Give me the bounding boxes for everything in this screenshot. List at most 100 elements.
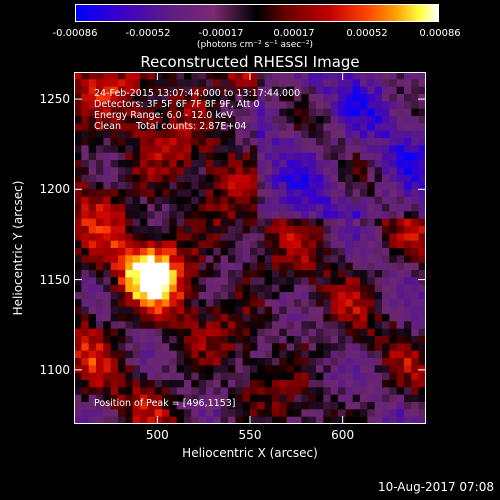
heatmap-cell: [81, 292, 90, 300]
heatmap-cell: [286, 94, 295, 102]
heatmap-cell: [235, 343, 244, 352]
heatmap-cell: [228, 292, 236, 300]
heatmap-cell: [316, 270, 324, 278]
heatmap-cell: [257, 292, 266, 300]
heatmap-cell: [272, 130, 280, 139]
heatmap-cell: [389, 358, 398, 366]
heatmap-cell: [389, 86, 398, 95]
heatmap-cell: [389, 262, 398, 271]
heatmap-cell: [404, 284, 412, 293]
heatmap-cell: [257, 226, 266, 234]
heatmap-cell: [132, 372, 141, 381]
heatmap-cell: [228, 255, 236, 264]
heatmap-cell: [125, 248, 134, 256]
heatmap-cell: [118, 160, 126, 168]
heatmap-cell: [396, 130, 405, 139]
heatmap-cell: [132, 321, 141, 330]
heatmap-cell: [169, 255, 178, 264]
heatmap-cell: [345, 328, 354, 337]
heatmap-cell: [301, 130, 310, 139]
heatmap-cell: [316, 255, 324, 264]
heatmap-cell: [125, 160, 134, 168]
heatmap-cell: [198, 284, 207, 293]
heatmap-cell: [140, 79, 148, 88]
heatmap-cell: [154, 226, 163, 234]
heatmap-cell: [374, 130, 383, 139]
heatmap-cell: [308, 306, 317, 315]
heatmap-cell: [301, 94, 310, 102]
heatmap-cell: [118, 255, 126, 264]
heatmap-cell: [374, 277, 383, 286]
heatmap-cell: [264, 365, 273, 374]
heatmap-cell: [147, 262, 156, 271]
heatmap-cell: [96, 152, 104, 161]
heatmap-cell: [184, 233, 192, 242]
x-tick-label: 550: [238, 428, 262, 442]
heatmap-cell: [272, 321, 280, 330]
heatmap-cell: [81, 248, 90, 256]
heatmap-cell: [184, 226, 192, 234]
heatmap-cell: [220, 284, 229, 293]
heatmap-cell: [352, 145, 361, 154]
heatmap-cell: [352, 130, 361, 139]
heatmap-cell: [286, 328, 295, 337]
heatmap-cell: [264, 358, 273, 366]
heatmap-cell: [257, 233, 266, 242]
heatmap-cell: [103, 72, 112, 80]
heatmap-cell: [374, 182, 383, 190]
heatmap-cell: [103, 116, 112, 124]
heatmap-cell: [162, 138, 170, 146]
heatmap-cell: [352, 72, 361, 80]
heatmap-cell: [147, 218, 156, 227]
heatmap-cell: [220, 402, 229, 410]
heatmap-cell: [250, 314, 258, 322]
heatmap-cell: [374, 262, 383, 271]
heatmap-cell: [367, 116, 376, 124]
heatmap-cell: [242, 101, 251, 110]
heatmap-cell: [404, 240, 412, 249]
heatmap-cell: [323, 336, 332, 344]
heatmap-cell: [396, 343, 405, 352]
heatmap-cell: [140, 306, 148, 315]
heatmap-cell: [264, 372, 273, 381]
heatmap-cell: [352, 101, 361, 110]
heatmap-cell: [191, 402, 200, 410]
heatmap-cell: [396, 196, 405, 205]
heatmap-cell: [162, 336, 170, 344]
heatmap-cell: [132, 204, 141, 212]
heatmap-cell: [308, 277, 317, 286]
heatmap-cell: [345, 277, 354, 286]
heatmap-cell: [411, 86, 420, 95]
heatmap-cell: [264, 160, 273, 168]
heatmap-cell: [367, 336, 376, 344]
heatmap-cell: [81, 145, 90, 154]
heatmap-cell: [316, 79, 324, 88]
heatmap-cell: [118, 86, 126, 95]
heatmap-cell: [169, 262, 178, 271]
heatmap-cell: [169, 284, 178, 293]
heatmap-cell: [418, 277, 426, 286]
heatmap-cell: [220, 262, 229, 271]
heatmap-cell: [228, 108, 236, 117]
heatmap-cell: [88, 292, 97, 300]
heatmap-cell: [206, 372, 214, 381]
heatmap-cell: [118, 248, 126, 256]
heatmap-cell: [147, 402, 156, 410]
heatmap-cell: [360, 174, 368, 183]
heatmap-cell: [250, 152, 258, 161]
heatmap-cell: [118, 299, 126, 308]
heatmap-cell: [74, 138, 82, 146]
heatmap-cell: [169, 240, 178, 249]
heatmap-cell: [118, 189, 126, 198]
heatmap-cell: [257, 218, 266, 227]
heatmap-cell: [338, 416, 346, 424]
heatmap-cell: [396, 328, 405, 337]
heatmap-cell: [228, 387, 236, 396]
heatmap-cell: [316, 343, 324, 352]
heatmap-cell: [140, 138, 148, 146]
heatmap-cell: [286, 277, 295, 286]
heatmap-cell: [257, 277, 266, 286]
heatmap-cell: [88, 365, 97, 374]
heatmap-cell: [382, 350, 390, 359]
heatmap-cell: [286, 211, 295, 220]
